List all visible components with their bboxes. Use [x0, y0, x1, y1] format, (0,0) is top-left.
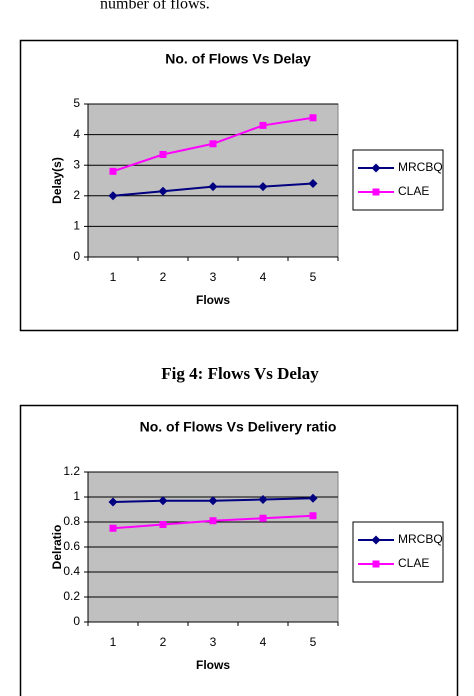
x-tick-label: 2: [160, 635, 167, 649]
marker: [371, 535, 381, 545]
marker: [308, 493, 318, 503]
marker: [109, 524, 117, 532]
legend: [352, 521, 444, 583]
marker: [258, 495, 268, 504]
legend: [352, 149, 444, 211]
y-tick-label: 0.6: [63, 539, 80, 553]
y-axis-label: Delay(s): [50, 157, 64, 204]
marker: [309, 114, 317, 122]
marker: [108, 497, 118, 507]
chart-title: No. of Flows Vs Delay: [165, 51, 311, 67]
marker: [159, 521, 167, 528]
x-tick-label: 5: [310, 270, 317, 284]
legend-label: CLAE: [398, 556, 429, 570]
y-tick-label: 2: [73, 188, 80, 202]
x-tick-label: 1: [110, 270, 117, 284]
y-tick-label: 0.4: [63, 564, 80, 578]
marker: [308, 179, 318, 189]
x-axis-label: Flows: [196, 293, 230, 307]
y-tick-label: 3: [73, 157, 80, 171]
marker: [109, 167, 117, 175]
x-tick-label: 5: [310, 635, 317, 649]
body-text: number of flows.: [100, 0, 210, 13]
y-tick-label: 1.2: [63, 464, 80, 478]
y-axis-label: Delratio: [50, 525, 64, 570]
marker: [209, 140, 217, 148]
marker: [259, 121, 267, 129]
x-tick-label: 1: [110, 635, 117, 649]
y-tick-label: 5: [73, 96, 80, 110]
y-tick-label: 1: [73, 489, 80, 503]
marker: [259, 514, 267, 522]
figure-caption: Fig 4: Flows Vs Delay: [161, 364, 319, 383]
x-axis-label: Flows: [196, 658, 230, 672]
legend-label: MRCBQ: [398, 532, 443, 546]
y-tick-label: 0: [73, 249, 80, 263]
marker: [209, 517, 217, 525]
marker: [372, 560, 380, 568]
marker: [158, 186, 168, 196]
marker: [309, 512, 317, 520]
legend-label: MRCBQ: [398, 160, 443, 174]
y-tick-label: 1: [73, 219, 80, 233]
y-tick-label: 0.2: [63, 589, 80, 603]
x-tick-label: 4: [260, 270, 267, 284]
x-tick-label: 3: [210, 635, 217, 649]
marker: [208, 182, 218, 192]
x-tick-label: 2: [160, 270, 167, 284]
marker: [108, 191, 118, 201]
legend-label: CLAE: [398, 184, 429, 198]
x-tick-label: 3: [210, 270, 217, 284]
marker: [371, 163, 381, 173]
marker: [208, 496, 218, 506]
y-tick-label: 4: [73, 127, 80, 141]
marker: [159, 150, 167, 158]
marker: [158, 496, 168, 506]
y-tick-label: 0.8: [63, 514, 80, 528]
chart-title: No. of Flows Vs Delivery ratio: [140, 419, 337, 435]
marker: [372, 188, 380, 196]
y-tick-label: 0: [73, 614, 80, 628]
x-tick-label: 4: [260, 635, 267, 649]
plot-area: [87, 103, 339, 258]
marker: [258, 182, 268, 192]
